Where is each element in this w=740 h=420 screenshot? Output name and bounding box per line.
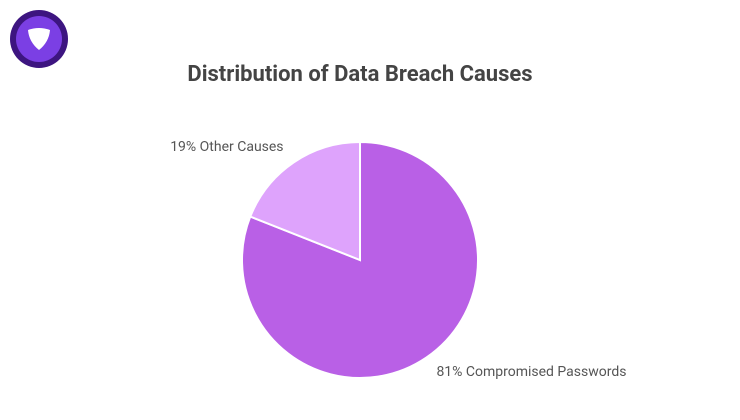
slice-label: 19% Other Causes [170, 139, 283, 155]
pie-slice [241, 140, 479, 379]
chart-title: Distribution of Data Breach Causes [187, 62, 532, 87]
logo [10, 10, 68, 68]
pie-slice [248, 140, 361, 262]
slice-label: 81% Compromised Passwords [436, 364, 626, 380]
